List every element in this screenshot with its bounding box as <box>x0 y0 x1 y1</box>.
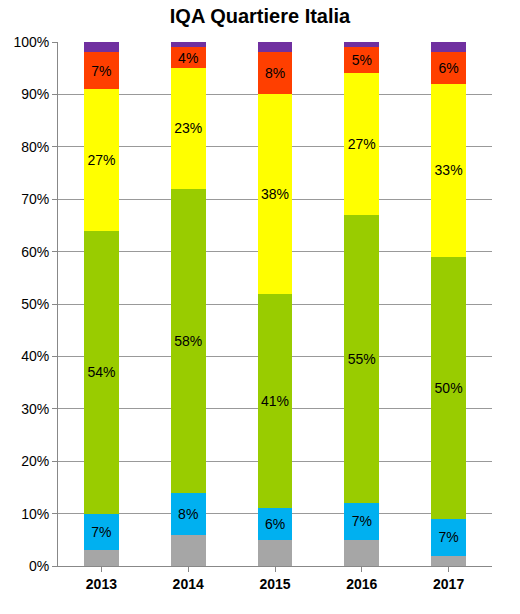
svg-text:7%: 7% <box>438 529 458 545</box>
svg-text:8%: 8% <box>265 65 285 81</box>
svg-text:23%: 23% <box>174 120 202 136</box>
svg-text:58%: 58% <box>174 333 202 349</box>
svg-text:90%: 90% <box>21 86 49 102</box>
svg-text:2014: 2014 <box>173 576 204 592</box>
svg-text:55%: 55% <box>348 351 376 367</box>
svg-text:27%: 27% <box>87 152 115 168</box>
svg-text:41%: 41% <box>261 393 289 409</box>
svg-text:20%: 20% <box>21 453 49 469</box>
svg-text:2013: 2013 <box>86 576 117 592</box>
svg-text:6%: 6% <box>265 516 285 532</box>
svg-text:30%: 30% <box>21 401 49 417</box>
svg-text:2015: 2015 <box>259 576 290 592</box>
svg-text:7%: 7% <box>91 524 111 540</box>
svg-text:27%: 27% <box>348 136 376 152</box>
svg-text:IQA Quartiere Italia: IQA Quartiere Italia <box>170 5 351 27</box>
svg-text:0%: 0% <box>29 558 49 574</box>
svg-text:2017: 2017 <box>433 576 464 592</box>
svg-text:70%: 70% <box>21 191 49 207</box>
svg-text:54%: 54% <box>87 364 115 380</box>
svg-text:38%: 38% <box>261 186 289 202</box>
svg-text:10%: 10% <box>21 505 49 521</box>
svg-text:7%: 7% <box>91 63 111 79</box>
svg-text:2016: 2016 <box>346 576 377 592</box>
svg-text:4%: 4% <box>178 50 198 66</box>
svg-text:8%: 8% <box>178 506 198 522</box>
svg-text:60%: 60% <box>21 244 49 260</box>
svg-text:7%: 7% <box>352 513 372 529</box>
svg-text:50%: 50% <box>435 380 463 396</box>
svg-text:40%: 40% <box>21 348 49 364</box>
svg-text:50%: 50% <box>21 296 49 312</box>
svg-text:100%: 100% <box>13 34 49 50</box>
svg-text:80%: 80% <box>21 139 49 155</box>
svg-text:6%: 6% <box>438 60 458 76</box>
svg-text:33%: 33% <box>435 162 463 178</box>
svg-text:5%: 5% <box>352 52 372 68</box>
